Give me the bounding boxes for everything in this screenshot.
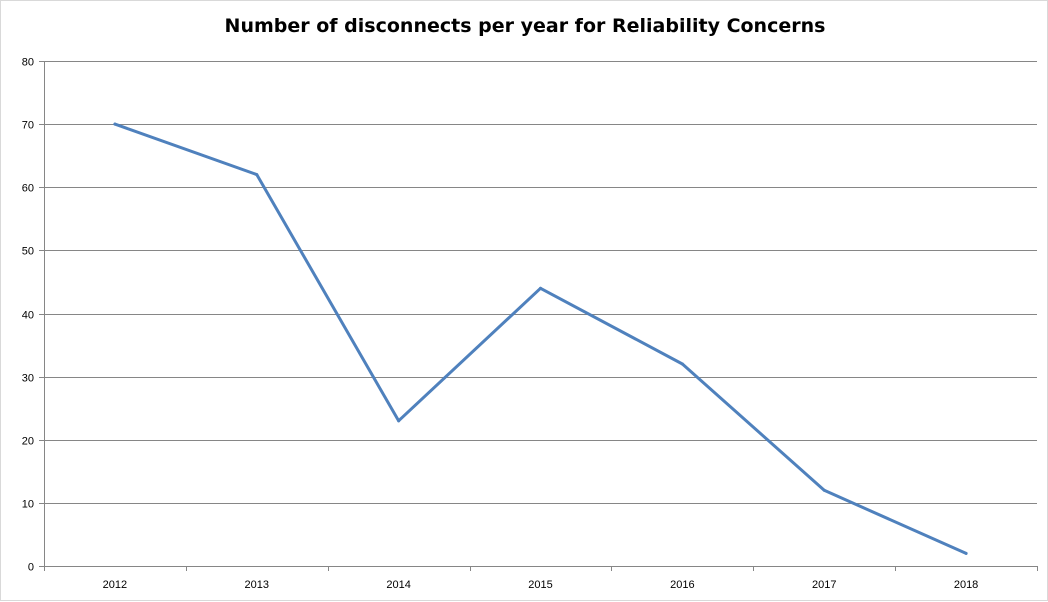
y-tick-label: 60	[22, 183, 34, 195]
data-point	[255, 173, 259, 177]
data-point	[113, 122, 117, 126]
y-tick-label: 0	[28, 562, 34, 574]
data-point	[964, 551, 968, 555]
x-tick-label: 2012	[103, 579, 127, 591]
x-tick-label: 2016	[670, 579, 694, 591]
y-tick-label: 10	[22, 499, 34, 511]
x-tick-label: 2013	[245, 579, 269, 591]
y-tick-label: 40	[22, 310, 34, 322]
x-tick-label: 2014	[386, 579, 410, 591]
data-point	[539, 286, 542, 290]
data-point	[397, 419, 401, 423]
y-tick-label: 50	[22, 246, 34, 258]
x-tick-label: 2015	[528, 579, 552, 591]
y-tick-label: 70	[22, 120, 34, 132]
data-point	[680, 362, 684, 366]
chart-title: Number of disconnects per year for Relia…	[224, 15, 826, 37]
y-tick-label: 30	[22, 373, 34, 385]
series-line	[113, 122, 968, 555]
y-tick-label: 80	[22, 57, 34, 69]
x-tick-label: 2018	[954, 579, 978, 591]
y-tick-label: 20	[22, 436, 34, 448]
x-tick-label: 2017	[812, 579, 836, 591]
data-point	[822, 488, 826, 492]
